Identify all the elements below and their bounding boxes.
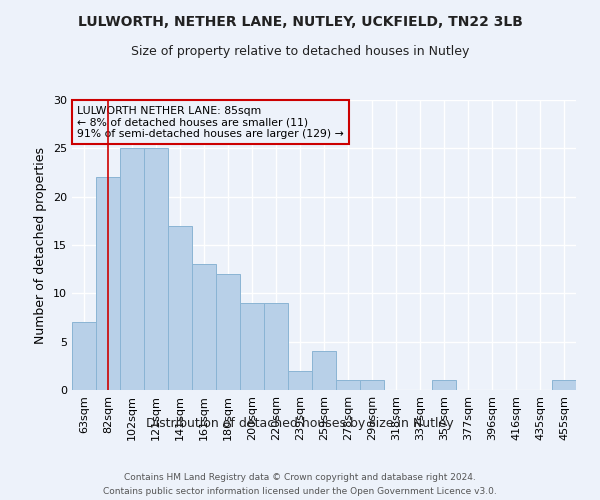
Bar (288, 370, 312, 390)
Bar (192, 264, 216, 390)
Bar (144, 148, 168, 390)
Text: LULWORTH, NETHER LANE, NUTLEY, UCKFIELD, TN22 3LB: LULWORTH, NETHER LANE, NUTLEY, UCKFIELD,… (77, 15, 523, 29)
Bar (120, 148, 144, 390)
Bar (336, 380, 360, 390)
Bar (216, 274, 240, 390)
Bar (240, 303, 264, 390)
Bar (360, 380, 384, 390)
Text: Contains public sector information licensed under the Open Government Licence v3: Contains public sector information licen… (103, 488, 497, 496)
Text: LULWORTH NETHER LANE: 85sqm
← 8% of detached houses are smaller (11)
91% of semi: LULWORTH NETHER LANE: 85sqm ← 8% of deta… (77, 106, 344, 139)
Bar (72, 322, 96, 390)
Bar (168, 226, 192, 390)
Bar (96, 178, 120, 390)
Bar (312, 352, 336, 390)
Bar (264, 303, 288, 390)
Bar (432, 380, 456, 390)
Bar (552, 380, 576, 390)
Text: Distribution of detached houses by size in Nutley: Distribution of detached houses by size … (146, 418, 454, 430)
Text: Contains HM Land Registry data © Crown copyright and database right 2024.: Contains HM Land Registry data © Crown c… (124, 472, 476, 482)
Text: Size of property relative to detached houses in Nutley: Size of property relative to detached ho… (131, 45, 469, 58)
Y-axis label: Number of detached properties: Number of detached properties (34, 146, 47, 344)
